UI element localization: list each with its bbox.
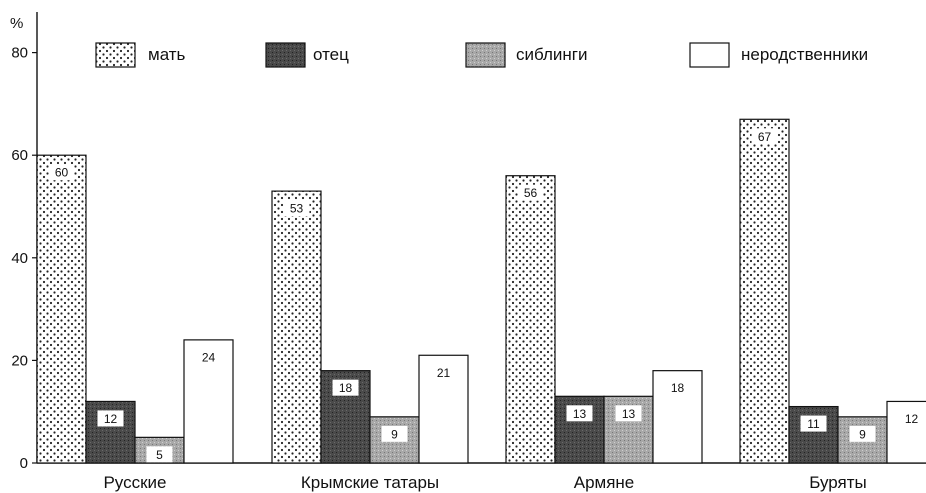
data-label: 18 bbox=[339, 381, 353, 395]
data-label: 9 bbox=[859, 427, 866, 441]
data-label: 9 bbox=[391, 427, 398, 441]
category-label: Армяне bbox=[574, 473, 635, 492]
legend-swatch-1 bbox=[95, 42, 136, 68]
data-label: 12 bbox=[905, 412, 919, 426]
data-label: 67 bbox=[758, 130, 772, 144]
category-label: Буряты bbox=[809, 473, 867, 492]
bar-1-4 bbox=[739, 118, 790, 464]
y-tick-label: 80 bbox=[11, 45, 28, 62]
data-label-box bbox=[97, 410, 124, 427]
y-tick-label: 40 bbox=[11, 250, 28, 267]
data-label: 13 bbox=[573, 407, 587, 421]
data-label-box bbox=[664, 379, 691, 396]
data-label: 12 bbox=[104, 412, 118, 426]
legend-label-4: неродственники bbox=[741, 45, 868, 64]
data-label-box bbox=[517, 184, 544, 201]
category-labels: Русские Крымские татары Армяне Буряты bbox=[103, 473, 866, 492]
data-label: 13 bbox=[622, 407, 636, 421]
bars: 60 12 5 24 53 18 9 21 56 13 13 18 67 11 9 12 bbox=[36, 118, 926, 464]
category-label: Крымские татары bbox=[301, 473, 439, 492]
data-label-box bbox=[800, 415, 827, 432]
legend-swatch-3 bbox=[465, 42, 506, 68]
data-label: 60 bbox=[55, 166, 69, 180]
data-label-box bbox=[146, 446, 173, 463]
data-label: 21 bbox=[437, 366, 451, 380]
bar-1-2 bbox=[271, 190, 322, 464]
data-label-box bbox=[381, 425, 408, 442]
legend-label-3: сиблинги bbox=[516, 45, 587, 64]
data-label-box bbox=[48, 164, 75, 181]
data-label: 56 bbox=[524, 186, 538, 200]
data-label-box bbox=[283, 200, 310, 217]
legend-label-2: отец bbox=[313, 45, 349, 64]
data-label: 18 bbox=[671, 381, 685, 395]
data-label: 11 bbox=[807, 417, 820, 431]
y-tick-label: 0 bbox=[20, 455, 28, 472]
data-label-box bbox=[751, 128, 778, 145]
category-label: Русские bbox=[103, 473, 166, 492]
legend-swatch-2 bbox=[265, 42, 306, 68]
data-label-box bbox=[566, 405, 593, 422]
data-label-box bbox=[849, 425, 876, 442]
legend: мать отец сиблинги неродственники bbox=[95, 42, 868, 68]
data-label-box bbox=[430, 364, 457, 381]
bar-1-3 bbox=[505, 175, 556, 464]
data-label-box bbox=[898, 410, 925, 427]
data-label: 5 bbox=[156, 448, 163, 462]
data-label-box bbox=[332, 379, 359, 396]
bar-2-4 bbox=[788, 405, 839, 464]
legend-label-1: мать bbox=[148, 45, 186, 64]
data-label-box bbox=[615, 405, 642, 422]
bar-1-1 bbox=[36, 154, 87, 464]
y-tick-label: 20 bbox=[11, 352, 28, 369]
y-ticks: 0 20 40 60 80 bbox=[11, 45, 37, 472]
data-label: 53 bbox=[290, 202, 304, 216]
data-label: 24 bbox=[202, 350, 216, 364]
legend-swatch-4 bbox=[689, 42, 730, 68]
data-label-box bbox=[195, 348, 222, 365]
y-tick-label: 60 bbox=[11, 147, 28, 164]
y-axis-label: % bbox=[10, 15, 23, 32]
